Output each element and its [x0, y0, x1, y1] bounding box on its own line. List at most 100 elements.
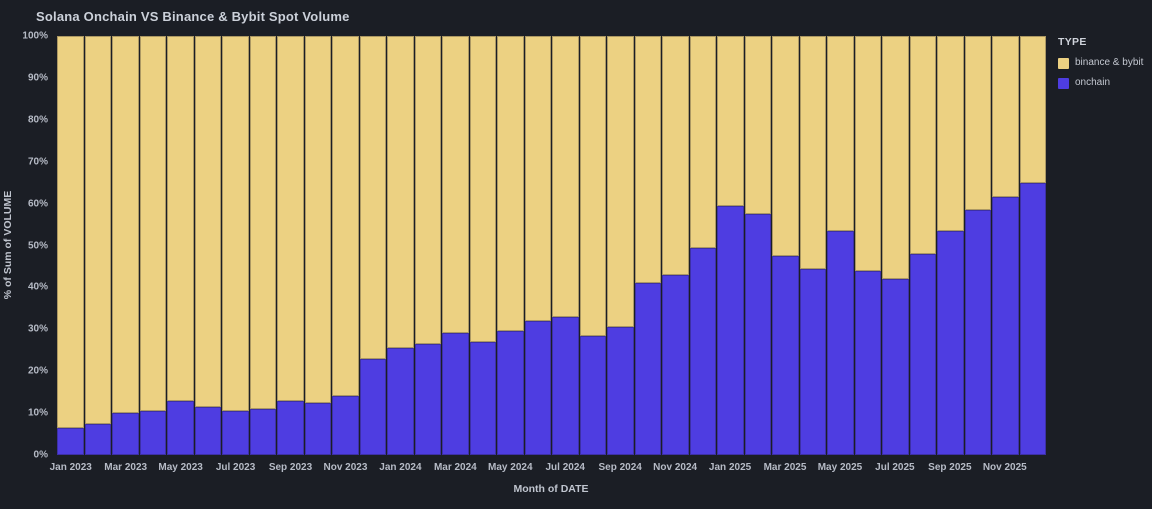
segment-onchain[interactable]	[882, 279, 909, 455]
segment-onchain[interactable]	[360, 359, 387, 455]
segment-binance-bybit[interactable]	[910, 36, 937, 254]
segment-binance-bybit[interactable]	[525, 36, 552, 321]
bar-apr-2024[interactable]	[470, 36, 498, 455]
segment-binance-bybit[interactable]	[167, 36, 194, 401]
bar-jul-2023[interactable]	[222, 36, 250, 455]
segment-binance-bybit[interactable]	[112, 36, 139, 413]
bar-aug-2025[interactable]	[910, 36, 938, 455]
segment-binance-bybit[interactable]	[1020, 36, 1047, 183]
segment-onchain[interactable]	[800, 269, 827, 455]
segment-onchain[interactable]	[470, 342, 497, 455]
segment-binance-bybit[interactable]	[690, 36, 717, 248]
segment-binance-bybit[interactable]	[470, 36, 497, 342]
segment-onchain[interactable]	[250, 409, 277, 455]
bar-sep-2025[interactable]	[937, 36, 965, 455]
segment-binance-bybit[interactable]	[580, 36, 607, 336]
segment-onchain[interactable]	[497, 331, 524, 455]
segment-binance-bybit[interactable]	[745, 36, 772, 214]
bar-aug-2024[interactable]	[580, 36, 608, 455]
bar-dec-2023[interactable]	[360, 36, 388, 455]
bar-jan-2023[interactable]	[57, 36, 85, 455]
bar-apr-2023[interactable]	[140, 36, 168, 455]
segment-binance-bybit[interactable]	[497, 36, 524, 331]
segment-onchain[interactable]	[57, 428, 84, 455]
segment-onchain[interactable]	[690, 248, 717, 455]
segment-onchain[interactable]	[195, 407, 222, 455]
segment-onchain[interactable]	[937, 231, 964, 455]
segment-binance-bybit[interactable]	[855, 36, 882, 271]
segment-binance-bybit[interactable]	[552, 36, 579, 317]
segment-binance-bybit[interactable]	[305, 36, 332, 403]
segment-binance-bybit[interactable]	[277, 36, 304, 401]
segment-binance-bybit[interactable]	[332, 36, 359, 396]
segment-binance-bybit[interactable]	[222, 36, 249, 411]
segment-onchain[interactable]	[580, 336, 607, 455]
bar-oct-2025[interactable]	[965, 36, 993, 455]
segment-binance-bybit[interactable]	[442, 36, 469, 333]
segment-onchain[interactable]	[140, 411, 167, 455]
segment-binance-bybit[interactable]	[607, 36, 634, 327]
bar-mar-2025[interactable]	[772, 36, 800, 455]
segment-binance-bybit[interactable]	[85, 36, 112, 424]
segment-onchain[interactable]	[662, 275, 689, 455]
segment-onchain[interactable]	[1020, 183, 1047, 455]
bar-aug-2023[interactable]	[250, 36, 278, 455]
segment-binance-bybit[interactable]	[800, 36, 827, 269]
segment-binance-bybit[interactable]	[662, 36, 689, 275]
segment-onchain[interactable]	[277, 401, 304, 455]
segment-onchain[interactable]	[525, 321, 552, 455]
segment-binance-bybit[interactable]	[882, 36, 909, 279]
bar-jul-2025[interactable]	[882, 36, 910, 455]
segment-onchain[interactable]	[855, 271, 882, 455]
segment-onchain[interactable]	[85, 424, 112, 455]
bar-nov-2023[interactable]	[332, 36, 360, 455]
bar-feb-2024[interactable]	[415, 36, 443, 455]
segment-binance-bybit[interactable]	[635, 36, 662, 283]
bar-oct-2023[interactable]	[305, 36, 333, 455]
bar-nov-2025[interactable]	[992, 36, 1020, 455]
segment-onchain[interactable]	[717, 206, 744, 455]
bar-may-2024[interactable]	[497, 36, 525, 455]
bar-apr-2025[interactable]	[800, 36, 828, 455]
segment-binance-bybit[interactable]	[937, 36, 964, 231]
segment-onchain[interactable]	[387, 348, 414, 455]
segment-binance-bybit[interactable]	[250, 36, 277, 409]
segment-onchain[interactable]	[745, 214, 772, 455]
bar-feb-2025[interactable]	[745, 36, 773, 455]
legend-item-onchain[interactable]: onchain	[1058, 77, 1150, 90]
segment-onchain[interactable]	[992, 197, 1019, 455]
segment-binance-bybit[interactable]	[992, 36, 1019, 197]
bar-jan-2025[interactable]	[717, 36, 745, 455]
segment-onchain[interactable]	[910, 254, 937, 455]
bar-may-2025[interactable]	[827, 36, 855, 455]
legend-item-binance-bybit[interactable]: binance & bybit	[1058, 57, 1150, 70]
bar-jun-2024[interactable]	[525, 36, 553, 455]
bar-mar-2024[interactable]	[442, 36, 470, 455]
segment-onchain[interactable]	[607, 327, 634, 455]
bar-sep-2024[interactable]	[607, 36, 635, 455]
segment-onchain[interactable]	[112, 413, 139, 455]
bar-mar-2023[interactable]	[112, 36, 140, 455]
segment-onchain[interactable]	[332, 396, 359, 455]
segment-binance-bybit[interactable]	[415, 36, 442, 344]
bar-sep-2023[interactable]	[277, 36, 305, 455]
segment-onchain[interactable]	[552, 317, 579, 455]
segment-onchain[interactable]	[442, 333, 469, 455]
segment-onchain[interactable]	[167, 401, 194, 455]
bar-dec-2025[interactable]	[1020, 36, 1047, 455]
segment-onchain[interactable]	[415, 344, 442, 455]
bar-jun-2025[interactable]	[855, 36, 883, 455]
segment-onchain[interactable]	[635, 283, 662, 455]
segment-binance-bybit[interactable]	[772, 36, 799, 256]
segment-onchain[interactable]	[222, 411, 249, 455]
segment-onchain[interactable]	[772, 256, 799, 455]
bar-may-2023[interactable]	[167, 36, 195, 455]
bar-jul-2024[interactable]	[552, 36, 580, 455]
bar-nov-2024[interactable]	[662, 36, 690, 455]
segment-binance-bybit[interactable]	[57, 36, 84, 428]
segment-binance-bybit[interactable]	[827, 36, 854, 231]
bar-jun-2023[interactable]	[195, 36, 223, 455]
bar-oct-2024[interactable]	[635, 36, 663, 455]
segment-onchain[interactable]	[965, 210, 992, 455]
segment-binance-bybit[interactable]	[195, 36, 222, 407]
